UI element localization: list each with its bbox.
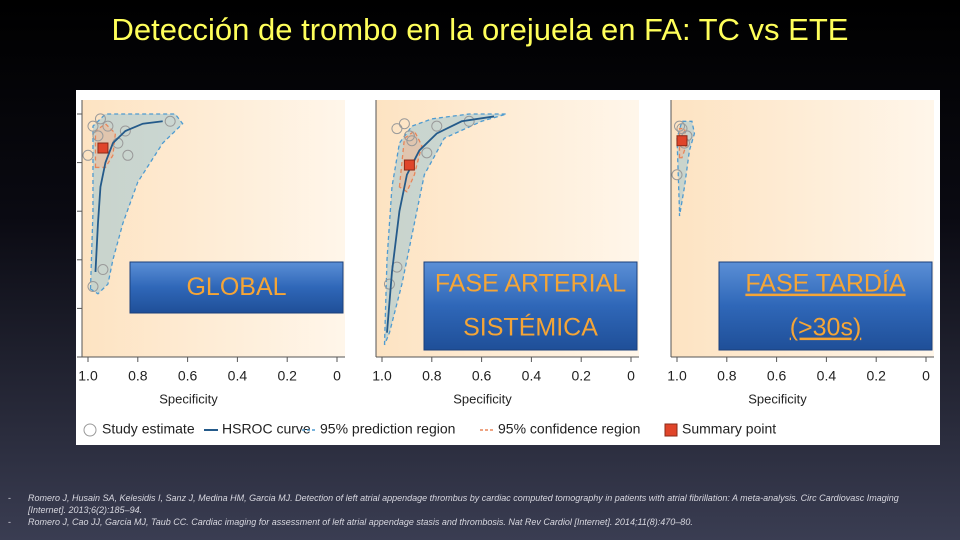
phase-label: GLOBAL	[186, 273, 286, 301]
study-estimate	[406, 135, 418, 147]
study-estimate	[671, 169, 683, 181]
x-tick-label: 0	[333, 368, 341, 384]
summary-point	[97, 142, 109, 154]
x-tick-label: 0.4	[817, 368, 837, 384]
x-tick-label: 0.8	[717, 368, 737, 384]
summary-point	[676, 135, 688, 147]
study-estimate	[398, 118, 410, 130]
x-tick-label: 0.4	[228, 368, 248, 384]
study-estimate	[383, 278, 395, 290]
study-estimate	[94, 113, 106, 125]
reference: Romero J, Husain SA, Kelesidis I, Sanz J…	[8, 492, 938, 516]
x-tick-label: 1.0	[372, 368, 392, 384]
phase-box	[423, 261, 638, 351]
x-axis-label: Specificity	[159, 391, 218, 406]
phase-label: (>30s)	[790, 314, 862, 342]
phase-label: FASE ARTERIAL	[435, 270, 626, 298]
study-estimate	[87, 281, 99, 293]
hsroc-curve	[94, 120, 163, 272]
legend-label: 95% prediction region	[320, 421, 455, 437]
prediction-region	[89, 113, 184, 295]
x-tick-label: 0.6	[767, 368, 787, 384]
x-axis-label: Specificity	[748, 391, 807, 406]
study-estimate	[431, 120, 443, 132]
x-tick-label: 0.2	[571, 368, 591, 384]
references: Romero J, Husain SA, Kelesidis I, Sanz J…	[8, 492, 938, 528]
study-estimate	[122, 149, 134, 161]
legend-symbol	[83, 423, 97, 437]
x-tick-label: 0	[922, 368, 930, 384]
x-tick-label: 0.4	[522, 368, 542, 384]
study-estimate	[119, 125, 131, 137]
legend-label: Study estimate	[102, 421, 195, 437]
x-tick-label: 0.2	[277, 368, 297, 384]
legend-label: 95% confidence region	[498, 421, 640, 437]
figure: 1.0 0.8 0.6 0.4 0.2 0 0 0.2 0.4 0.6 0.8 1.0 Specific…	[76, 90, 940, 445]
x-axis-label: Specificity	[453, 391, 512, 406]
x-tick-label: 1.0	[667, 368, 687, 384]
legend-label: HSROC curve	[222, 421, 311, 437]
x-tick-label: 0.2	[866, 368, 886, 384]
x-tick-label: 0.8	[128, 368, 148, 384]
study-estimate	[673, 120, 685, 132]
legend-label: Summary point	[682, 421, 776, 437]
study-estimate	[164, 115, 176, 127]
legend-symbol	[664, 423, 678, 437]
slide-title: Detección de trombo en la orejuela en FA…	[111, 12, 849, 47]
study-estimate	[87, 120, 99, 132]
phase-box	[718, 261, 933, 351]
study-estimate	[421, 147, 433, 159]
x-tick-label: 0.6	[178, 368, 198, 384]
x-tick-label: 0	[627, 368, 635, 384]
x-tick-label: 0.8	[422, 368, 442, 384]
study-estimate	[92, 130, 104, 142]
x-tick-label: 1.0	[78, 368, 98, 384]
reference: Romero J, Cao JJ, Garcia MJ, Taub CC. Ca…	[8, 516, 938, 528]
phase-label: FASE TARDÍA	[745, 269, 906, 298]
study-estimate	[82, 149, 94, 161]
x-tick-label: 0.6	[472, 368, 492, 384]
phase-box	[129, 261, 344, 314]
study-estimate	[102, 120, 114, 132]
summary-point	[403, 159, 415, 171]
study-estimate	[97, 264, 109, 276]
phase-label: SISTÉMICA	[463, 313, 598, 342]
